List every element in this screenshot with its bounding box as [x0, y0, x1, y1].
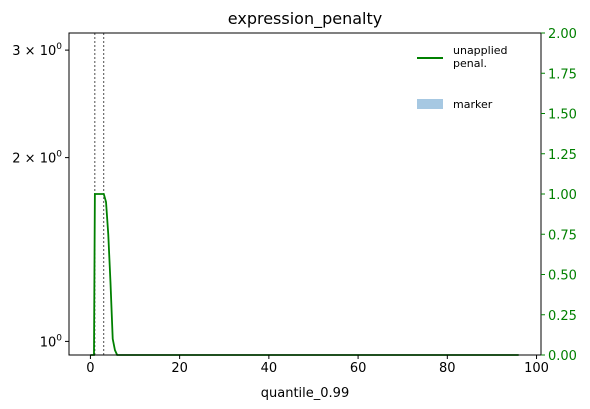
- x-tick-label-2: 40: [261, 361, 278, 376]
- x-tick-label-5: 100: [524, 361, 549, 376]
- y-left-tick-label-0: 100: [40, 333, 63, 350]
- legend-entry-0: unapplied penal.: [417, 44, 508, 70]
- y-right-tick-label-0: 0.00: [548, 349, 577, 364]
- series-line-0: [90, 193, 519, 356]
- y-right-tick-label-3: 0.75: [548, 228, 577, 243]
- plot-frame: [68, 32, 542, 356]
- x-tick-label-4: 80: [439, 361, 456, 376]
- y-left-tick-label-1: 2 × 100: [12, 150, 62, 167]
- y-left-tick-label-2: 3 × 100: [12, 42, 62, 59]
- legend: unapplied penal. marker: [417, 44, 508, 111]
- chart-title: expression_penalty: [228, 9, 382, 29]
- legend-swatch-1: [417, 99, 443, 109]
- x-tick-label-1: 20: [171, 361, 188, 376]
- x-tick-label-3: 60: [350, 361, 367, 376]
- y-axis-left: 100 2 × 100 3 × 100: [12, 42, 69, 350]
- x-tick-label-0: 0: [86, 361, 94, 376]
- y-right-tick-label-2: 0.50: [548, 269, 577, 284]
- y-right-tick-label-7: 1.75: [548, 67, 577, 82]
- x-axis: 0 20 40 60 80 100: [86, 355, 549, 376]
- series-layer: [90, 193, 519, 356]
- y-right-tick-label-1: 0.25: [548, 309, 577, 324]
- legend-label-1: marker: [453, 98, 493, 111]
- y-axis-right: 0.00 0.25 0.50 0.75 1.00 1.25 1.50 1.75 2.00: [541, 27, 577, 364]
- y-right-tick-label-8: 2.00: [548, 27, 577, 42]
- x-axis-title: quantile_0.99: [261, 386, 349, 401]
- y-right-tick-label-5: 1.25: [548, 148, 577, 163]
- legend-entry-1: marker: [417, 98, 493, 111]
- y-right-tick-label-4: 1.00: [548, 188, 577, 203]
- y-right-tick-label-6: 1.50: [548, 108, 577, 123]
- legend-label-0: unapplied penal.: [453, 44, 508, 70]
